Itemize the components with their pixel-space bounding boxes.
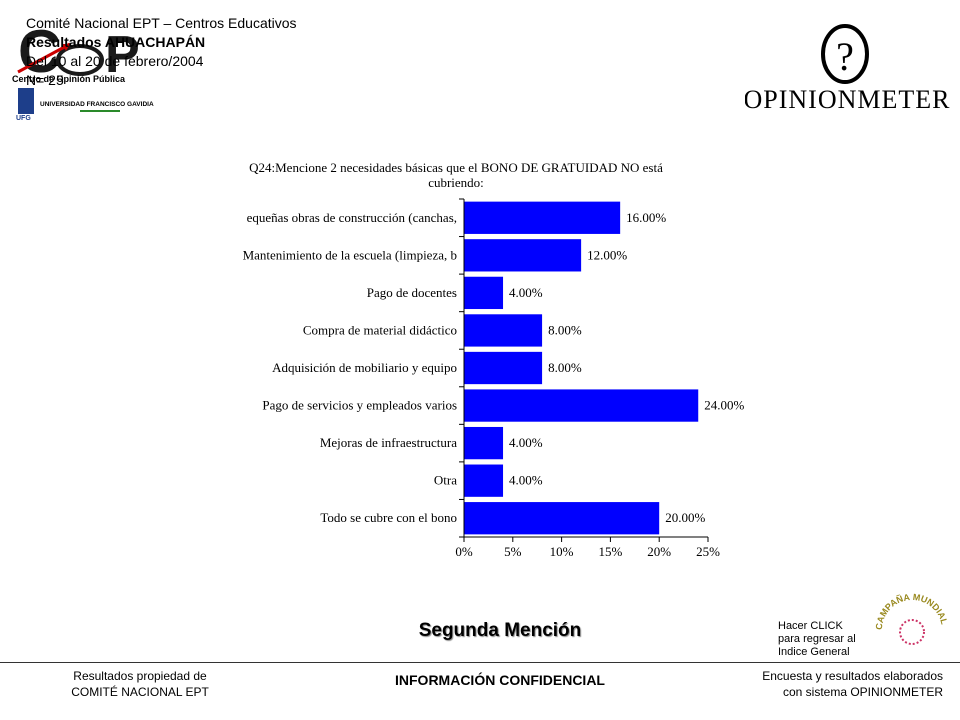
cop-university: UNIVERSIDAD FRANCISCO GAVIDIA bbox=[40, 101, 154, 108]
click-note-line-2: para regresar al bbox=[778, 633, 856, 645]
bar bbox=[464, 426, 504, 460]
x-tick-label: 0% bbox=[455, 544, 473, 559]
ufg-shield-icon bbox=[18, 88, 34, 114]
cop-arrow-head bbox=[62, 44, 70, 51]
seal-ring-icon bbox=[899, 619, 925, 645]
bar bbox=[464, 276, 504, 310]
value-label: 24.00% bbox=[704, 398, 744, 413]
category-label: Otra bbox=[434, 473, 457, 488]
category-label: Pago de docentes bbox=[367, 285, 457, 300]
section-title: Segunda Mención bbox=[418, 620, 582, 641]
bar-chart: Q24:Mencione 2 necesidades básicas que e… bbox=[243, 160, 745, 559]
footer-right-line-2: con sistema OPINIONMETER bbox=[782, 685, 943, 699]
chart-bars: 16.00% 12.00% 4.00% 8.00% 8.00% 24.00% 4.00% 4.… bbox=[464, 201, 744, 535]
value-label: 4.00% bbox=[509, 285, 543, 300]
footer-right: Encuesta y resultados elaborados con sis… bbox=[700, 668, 943, 700]
click-note-line-3: Indice General bbox=[778, 646, 850, 658]
bar bbox=[464, 389, 699, 422]
back-to-index-link[interactable]: Hacer CLICK para regresar al Indice Gene… bbox=[778, 620, 868, 659]
cop-logo: C P Centro de Opinión Pública UFG UNIVER… bbox=[12, 18, 154, 122]
value-label: 16.00% bbox=[626, 210, 666, 225]
x-tick-label: 25% bbox=[696, 544, 720, 559]
footer-left: Resultados propiedad de COMITÉ NACIONAL … bbox=[60, 668, 220, 700]
bar bbox=[464, 464, 504, 497]
header-line-n: N= 25 bbox=[26, 72, 64, 88]
ufg-label: UFG bbox=[16, 115, 31, 122]
header-block: Comité Nacional EPT – Centros Educativos… bbox=[26, 14, 297, 90]
x-tick-label: 15% bbox=[598, 544, 622, 559]
footer-divider bbox=[0, 662, 960, 663]
footer-left-line-1: Resultados propiedad de bbox=[73, 669, 207, 683]
category-label: Compra de material didáctico bbox=[303, 322, 457, 337]
value-label: 12.00% bbox=[587, 247, 627, 262]
opinionmeter-wordmark: OPINIONMETER bbox=[745, 85, 950, 114]
opinionmeter-logo: ? OPINIONMETER bbox=[745, 24, 950, 114]
value-label: 4.00% bbox=[509, 435, 543, 450]
chart-axes: equeñas obras de construcción (canchas, M… bbox=[243, 198, 720, 559]
cop-letter-p: P bbox=[105, 26, 140, 84]
header-line-results: Resultados AHUACHAPÁN bbox=[26, 34, 206, 50]
footer-right-line-1: Encuesta y resultados elaborados bbox=[762, 669, 943, 683]
ufg-underline bbox=[80, 110, 120, 112]
seal-text: CAMPAÑA MUNDIAL POR LA EDUCACIÓN bbox=[872, 590, 950, 630]
bar bbox=[464, 351, 543, 385]
category-label: Mantenimiento de la escuela (limpieza, b bbox=[243, 247, 457, 262]
chart-title-line-2: cubriendo: bbox=[428, 175, 484, 190]
bar bbox=[464, 201, 621, 234]
x-tick-label: 5% bbox=[504, 544, 522, 559]
header-line-org: Comité Nacional EPT – Centros Educativos bbox=[26, 15, 297, 31]
category-label: equeñas obras de construcción (canchas, bbox=[247, 210, 457, 225]
bar bbox=[464, 314, 543, 347]
category-label: Pago de servicios y empleados varios bbox=[262, 398, 457, 413]
value-label: 8.00% bbox=[548, 322, 582, 337]
value-label: 20.00% bbox=[665, 510, 705, 525]
x-tick-label: 10% bbox=[550, 544, 574, 559]
category-label: Adquisición de mobiliario y equipo bbox=[272, 360, 457, 375]
footer-left-line-2: COMITÉ NACIONAL EPT bbox=[71, 685, 209, 699]
question-mark-ring-icon bbox=[821, 24, 869, 84]
footer-confidential: INFORMACIÓN CONFIDENCIAL bbox=[395, 672, 605, 688]
question-mark-icon: ? bbox=[836, 34, 854, 79]
bar bbox=[464, 239, 582, 272]
value-label: 8.00% bbox=[548, 360, 582, 375]
value-label: 4.00% bbox=[509, 473, 543, 488]
header-line-dates: Del 10 al 20 de febrero/2004 bbox=[26, 53, 204, 69]
category-label: Mejoras de infraestructura bbox=[320, 435, 457, 450]
click-note-line-1: Hacer CLICK bbox=[778, 620, 843, 632]
campaign-seal-logo: CAMPAÑA MUNDIAL POR LA EDUCACIÓN bbox=[872, 590, 950, 645]
chart-title-line-1: Q24:Mencione 2 necesidades básicas que e… bbox=[249, 160, 663, 175]
cop-letter-o bbox=[56, 44, 104, 76]
bar bbox=[464, 502, 660, 535]
cop-name: Centro de Opinión Pública bbox=[12, 74, 126, 84]
category-label: Todo se cubre con el bono bbox=[320, 510, 457, 525]
x-tick-label: 20% bbox=[647, 544, 671, 559]
